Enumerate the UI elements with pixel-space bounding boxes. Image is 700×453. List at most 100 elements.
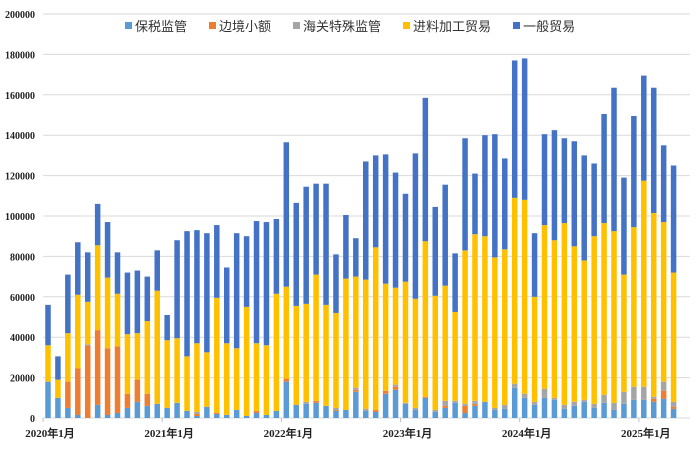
bar-segment [323,405,329,418]
bar-segment [55,397,61,418]
bar-segment [521,58,528,200]
bar-segment [611,402,617,410]
bar-segment [353,389,359,392]
bar-segment [104,414,111,418]
bar-segment [263,222,270,346]
y-tick-label: 160000 [5,91,35,102]
bar-segment [482,135,488,237]
bar-segment [412,407,419,410]
bar-segment [372,155,379,248]
bar-segment [561,404,568,409]
y-tick-label: 80000 [10,252,35,263]
bar-segment [392,384,399,387]
bar-segment [263,414,270,418]
bar-segment [452,402,458,418]
legend-item-processing: 进料加工贸易 [403,16,491,35]
bar-segment [293,305,299,405]
bar-segment [75,294,81,369]
bar-segment [452,311,458,401]
bar-segment [422,396,429,398]
bar-segment [521,397,528,418]
bar-segment [621,391,627,404]
bar-segment [353,391,359,418]
bar-segment [114,252,121,294]
bar-segment [333,407,339,410]
bar-segment [472,400,478,404]
bar-segment [174,338,180,403]
y-tick-label: 120000 [5,172,35,183]
bar-segment [442,405,448,408]
bar-segment [472,403,478,406]
bar-segment [571,401,578,406]
bar-segment [184,410,190,418]
bar-segment [442,285,448,401]
legend-swatch-icon [513,22,521,29]
bar-segment [233,233,240,349]
bar-segment [432,206,439,296]
bar-segment [94,203,101,246]
x-tick-label: 2022年1月 [264,426,314,440]
bar-segment [154,250,160,291]
legend-label: 海关特殊监管 [303,19,382,34]
bar-segment [353,238,359,277]
bar-segment [541,134,548,226]
bar-segment [194,230,200,344]
bar-segment [303,403,309,418]
bar-segment [670,401,677,407]
bar-segment [243,236,250,307]
bar-segment [363,410,369,418]
bar-segment [233,348,240,410]
bar-segment [601,402,607,418]
bar-segment [650,398,657,402]
bar-segment [392,386,399,390]
bar-segment [372,409,379,412]
bar-segment [333,254,339,313]
bar-segment [521,393,528,398]
bar-segment [124,334,131,394]
bar-segment [601,394,607,403]
bar-segment [432,411,439,418]
bar-segment [94,245,101,331]
bar-segment [104,222,111,278]
bar-segment [283,142,290,287]
bar-segment [243,415,250,418]
bar-segment [343,278,349,410]
legend-swatch-icon [403,22,411,29]
bar-segment [174,240,180,339]
bar-segment [541,388,548,398]
bar-segment [462,405,468,413]
bar-segment [273,293,280,411]
bar-segment [511,383,518,388]
bar-segment [65,333,71,382]
bar-segment [462,412,468,418]
bar-segment [194,343,200,412]
bar-segment [84,252,91,302]
bar-segment [65,274,71,334]
bar-segment [561,138,568,224]
legend-label: 边境小额 [219,19,272,34]
bar-segment [412,409,419,418]
bar-segment [581,260,587,400]
bar-segment [253,412,260,418]
bar-segment [581,155,587,261]
bar-segment [611,87,617,232]
bar-segment [511,387,518,418]
bar-segment [641,180,647,387]
bar-segment [204,233,210,353]
bar-segment [134,333,141,380]
bar-segment [660,145,667,223]
bar-segment [214,225,220,298]
bar-segment [363,161,369,280]
bar-segment [313,402,319,418]
bar-segment [45,381,51,418]
bar-segment [621,403,627,418]
bar-segment [601,223,607,395]
bar-segment [541,225,548,389]
bar-segment [402,193,409,282]
bar-segment [482,236,488,402]
bar-segment [283,286,290,379]
bar-segment [641,386,647,400]
bar-segment [631,227,637,387]
bar-segment [184,231,190,357]
bar-segment [432,409,439,412]
